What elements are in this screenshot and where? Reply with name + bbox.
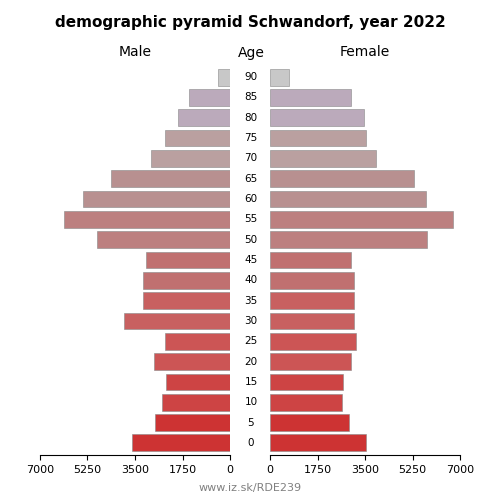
Text: 65: 65 xyxy=(244,174,258,184)
Bar xyxy=(270,414,348,431)
Bar xyxy=(97,232,230,248)
Bar xyxy=(270,434,366,451)
Text: 90: 90 xyxy=(244,72,258,82)
Text: 70: 70 xyxy=(244,154,258,164)
Bar xyxy=(270,292,354,309)
Bar xyxy=(270,69,289,86)
Bar xyxy=(146,252,230,268)
Text: 10: 10 xyxy=(244,397,258,407)
Text: 35: 35 xyxy=(244,296,258,306)
Bar xyxy=(165,130,230,146)
Bar xyxy=(270,211,453,228)
Text: 45: 45 xyxy=(244,255,258,265)
Bar xyxy=(84,190,230,208)
Text: 60: 60 xyxy=(244,194,258,204)
Bar xyxy=(165,333,230,349)
Text: 40: 40 xyxy=(244,276,258,285)
Text: demographic pyramid Schwandorf, year 2022: demographic pyramid Schwandorf, year 202… xyxy=(54,15,446,30)
Bar xyxy=(152,150,230,167)
Bar xyxy=(270,333,356,349)
Bar xyxy=(270,312,354,330)
Bar xyxy=(270,89,351,106)
Text: 80: 80 xyxy=(244,113,258,123)
Bar xyxy=(270,272,354,288)
Text: 25: 25 xyxy=(244,336,258,346)
Bar xyxy=(270,170,414,187)
Bar xyxy=(124,312,230,330)
Bar xyxy=(270,150,376,167)
Bar xyxy=(178,110,230,126)
Bar xyxy=(190,89,230,106)
Text: Female: Female xyxy=(340,46,390,60)
Bar xyxy=(270,232,428,248)
Text: Age: Age xyxy=(238,46,264,60)
Bar xyxy=(110,170,230,187)
Bar xyxy=(156,414,230,431)
Text: 75: 75 xyxy=(244,133,258,143)
Bar xyxy=(143,292,230,309)
Text: 15: 15 xyxy=(244,377,258,387)
Bar xyxy=(162,394,230,410)
Bar xyxy=(218,69,230,86)
Bar xyxy=(143,272,230,288)
Bar xyxy=(64,211,230,228)
Text: 5: 5 xyxy=(248,418,254,428)
Bar xyxy=(132,434,230,451)
Bar xyxy=(270,394,342,410)
Bar xyxy=(154,353,230,370)
Bar xyxy=(270,130,366,146)
Text: 55: 55 xyxy=(244,214,258,224)
Bar xyxy=(166,374,230,390)
Bar xyxy=(270,252,351,268)
Text: 85: 85 xyxy=(244,92,258,102)
Text: 0: 0 xyxy=(248,438,254,448)
Text: www.iz.sk/RDE239: www.iz.sk/RDE239 xyxy=(198,482,302,492)
Bar xyxy=(270,374,344,390)
Text: 30: 30 xyxy=(244,316,258,326)
Bar xyxy=(270,353,351,370)
Text: Male: Male xyxy=(118,46,152,60)
Text: 20: 20 xyxy=(244,356,258,366)
Text: 50: 50 xyxy=(244,234,258,244)
Bar xyxy=(270,110,364,126)
Bar xyxy=(270,190,426,208)
